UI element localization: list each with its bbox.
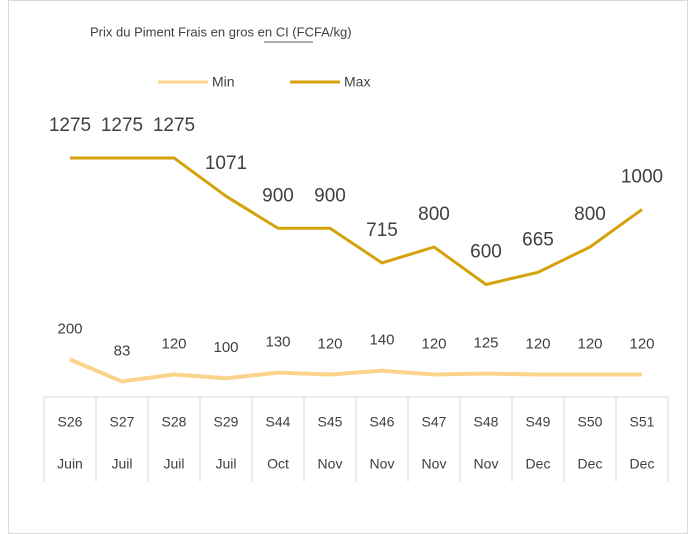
- data-label: 1071: [205, 153, 247, 174]
- x-group-label: Oct: [267, 456, 289, 472]
- data-label: 1275: [101, 115, 143, 136]
- data-label: 120: [525, 335, 550, 352]
- x-group-label: Nov: [474, 456, 499, 472]
- data-label: 120: [629, 335, 654, 352]
- data-label: 715: [366, 220, 398, 241]
- chart-title: Prix du Piment Frais en gros en CI (FCFA…: [90, 24, 352, 39]
- x-group-label: Juil: [163, 456, 184, 472]
- data-label: 800: [418, 204, 450, 225]
- data-label: 120: [577, 335, 602, 352]
- x-group-label: Dec: [578, 456, 603, 472]
- data-label: 665: [522, 229, 554, 250]
- data-label: 125: [473, 335, 498, 352]
- data-label: 120: [161, 335, 186, 352]
- data-label: 900: [314, 185, 346, 206]
- x-tick-label: S44: [266, 414, 291, 430]
- x-tick-label: S46: [370, 414, 395, 430]
- x-tick-label: S26: [58, 414, 83, 430]
- data-label: 140: [369, 332, 394, 349]
- data-label: 200: [57, 320, 82, 337]
- x-group-label: Nov: [422, 456, 447, 472]
- x-tick-label: S48: [474, 414, 499, 430]
- x-tick-label: S47: [422, 414, 447, 430]
- data-label: 600: [470, 242, 502, 263]
- data-label: 120: [317, 335, 342, 352]
- x-group-label: Nov: [370, 456, 395, 472]
- x-group-label: Dec: [630, 456, 655, 472]
- x-tick-label: S51: [630, 414, 655, 430]
- x-tick-label: S28: [162, 414, 187, 430]
- series-line: [69, 357, 642, 384]
- x-tick-label: S50: [578, 414, 603, 430]
- legend-label: Max: [344, 74, 370, 90]
- data-label: 83: [114, 342, 131, 359]
- x-group-label: Juil: [215, 456, 236, 472]
- data-label: 100: [213, 339, 238, 356]
- x-group-label: Nov: [318, 456, 343, 472]
- x-group-label: Juin: [57, 456, 83, 472]
- chart-frame: [8, 0, 688, 534]
- x-tick-label: S49: [526, 414, 551, 430]
- x-group-label: Juil: [111, 456, 132, 472]
- data-label: 1275: [153, 115, 195, 136]
- data-label: 1275: [49, 115, 91, 136]
- legend-label: Min: [212, 74, 235, 90]
- x-tick-label: S45: [318, 414, 343, 430]
- data-label: 120: [421, 335, 446, 352]
- series-line: [70, 156, 643, 286]
- x-tick-label: S29: [214, 414, 239, 430]
- data-label: 1000: [621, 167, 663, 188]
- data-label: 800: [574, 204, 606, 225]
- data-label: 130: [265, 334, 290, 351]
- data-label: 900: [262, 185, 294, 206]
- x-group-label: Dec: [526, 456, 551, 472]
- x-tick-label: S27: [110, 414, 135, 430]
